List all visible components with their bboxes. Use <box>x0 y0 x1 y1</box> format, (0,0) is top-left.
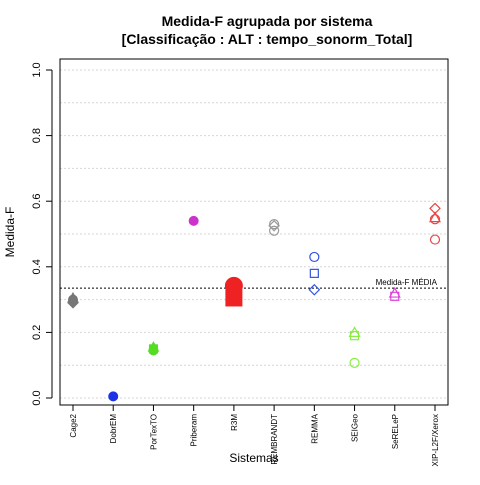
x-tick-label: PorTexTO <box>149 414 158 450</box>
y-tick-label: 0.0 <box>31 390 43 405</box>
data-point-circle <box>429 234 441 245</box>
y-tick-label: 1.0 <box>31 62 43 77</box>
x-tick-label: XIP-L2F/Xerox <box>431 414 440 466</box>
y-tick-label: 0.4 <box>31 259 43 274</box>
data-point-circle <box>349 357 360 369</box>
x-tick-label: DobrEM <box>109 414 118 444</box>
chart-title-line2: [Classificação : ALT : tempo_sonorm_Tota… <box>122 31 413 47</box>
x-axis-title: Sistemas <box>229 451 278 465</box>
data-point-circle <box>269 225 280 236</box>
data-point-circle <box>429 214 441 225</box>
reference-line-label: Medida-F MÉDIA <box>376 278 438 287</box>
x-tick-label: Cage2 <box>69 413 78 437</box>
x-tick-label: SEIGeo <box>351 413 360 442</box>
reference-line-layer: Medida-F MÉDIA <box>60 278 448 289</box>
x-tick-label: Priberam <box>190 414 199 447</box>
data-point-square <box>225 289 243 307</box>
data-point-circle <box>188 215 199 226</box>
data-point-diamond <box>308 283 321 296</box>
x-tick-label: R3M <box>230 414 239 431</box>
y-tick-label: 0.2 <box>31 325 43 340</box>
x-tick-label: REMBRANDT <box>270 414 279 465</box>
x-tick-label: REMMA <box>310 413 319 443</box>
y-axis-title: Medida-F <box>3 207 17 258</box>
y-tick-label: 0.8 <box>31 128 43 143</box>
grid-layer <box>60 69 448 399</box>
y-axis: 0.0 0.2 0.4 0.6 0.8 1.0 <box>31 62 53 406</box>
data-points-layer <box>67 202 442 402</box>
data-point-square <box>309 268 319 278</box>
data-point-circle <box>269 219 280 230</box>
data-point-triangle <box>67 291 79 303</box>
x-tick-label: SeRELeP <box>391 414 400 449</box>
data-point-diamond <box>268 219 280 232</box>
x-axis: Cage2 DobrEM PorTexTO Priberam R3M REMBRANDT R… <box>69 404 440 466</box>
data-point-triangle <box>428 211 442 223</box>
data-point-square <box>390 291 400 301</box>
chart-title-line1: Medida-F agrupada por sistema <box>162 13 373 29</box>
y-tick-label: 0.6 <box>31 194 43 209</box>
data-point-circle <box>108 391 119 402</box>
data-point-square <box>349 331 360 341</box>
data-point-triangle <box>147 341 160 352</box>
data-point-circle <box>309 251 320 263</box>
